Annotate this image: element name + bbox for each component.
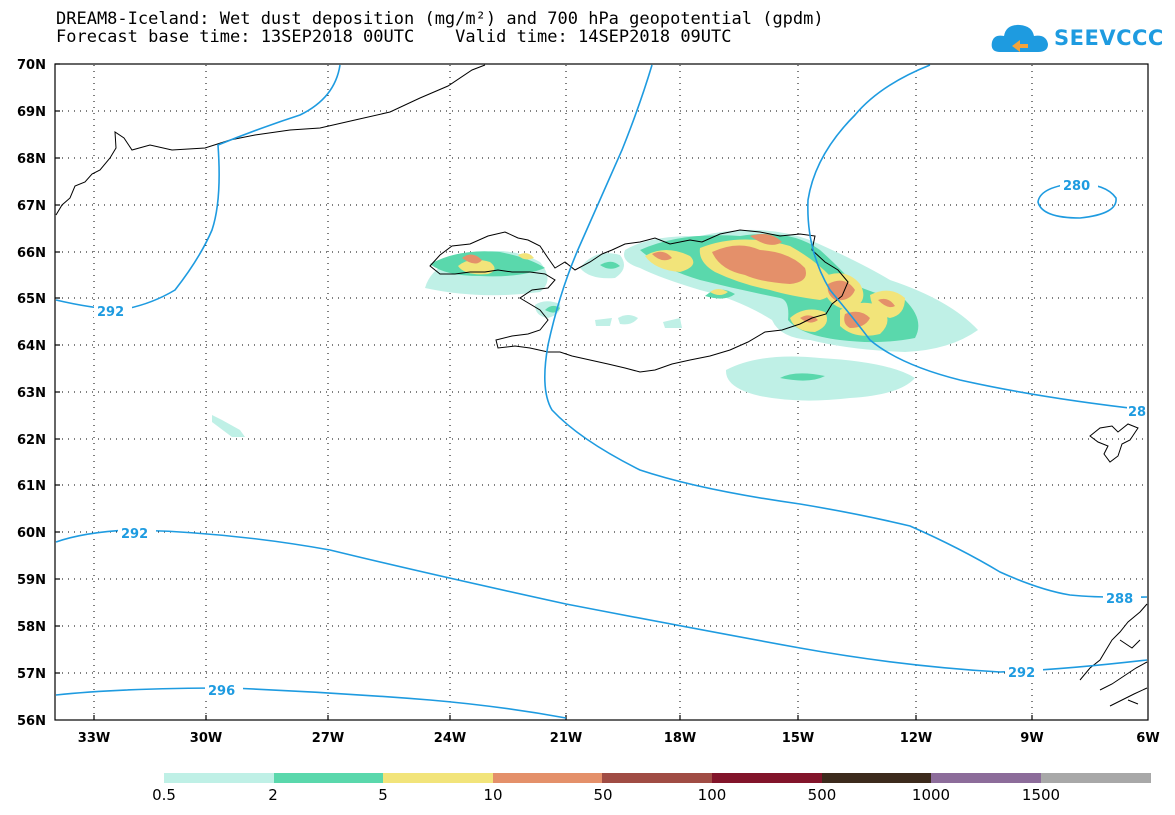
contour-label: 292 [97, 305, 124, 320]
lat-label: 67N [17, 199, 46, 214]
lat-label: 56N [17, 714, 46, 729]
lon-label: 21W [550, 731, 582, 746]
lat-label: 57N [17, 667, 46, 682]
lon-label: 9W [1020, 731, 1043, 746]
color-bar-segment [1041, 773, 1151, 783]
contour-label: 292 [1008, 666, 1035, 681]
color-bar-segment [493, 773, 603, 783]
map-subtitle: Forecast base time: 13SEP2018 00UTC Vali… [56, 27, 732, 47]
legend-label: 0.5 [152, 786, 176, 804]
legend-label: 1500 [1021, 786, 1061, 804]
contour-label: 280 [1063, 179, 1090, 194]
legend-label: 2 [268, 786, 278, 804]
contour-labels: 292 292 296 288 292 280 28 [94, 176, 1147, 699]
lon-label: 33W [78, 731, 110, 746]
contour-label: 296 [208, 684, 235, 699]
legend-label: 500 [807, 786, 837, 804]
lat-label: 58N [17, 620, 46, 635]
map-title: DREAM8-Iceland: Wet dust deposition (mg/… [56, 9, 824, 29]
legend-label: 50 [593, 786, 613, 804]
lat-label: 66N [17, 246, 46, 261]
color-bar-segment [822, 773, 932, 783]
lon-label: 15W [782, 731, 814, 746]
lon-label: 30W [190, 731, 222, 746]
iceland-coastline [429, 229, 849, 373]
color-bar-segment [931, 773, 1041, 783]
seevccc-logo: SEEVCCC [990, 18, 1164, 58]
contour-label: 28 [1128, 405, 1146, 420]
scotland-coastline [1079, 603, 1148, 707]
lon-label: 24W [434, 731, 466, 746]
lat-label: 70N [17, 58, 46, 73]
lat-label: 61N [17, 479, 46, 494]
lat-label: 62N [17, 433, 46, 448]
lat-label: 65N [17, 292, 46, 307]
logo-text: SEEVCCC [1054, 26, 1164, 50]
color-bar-segment [602, 773, 712, 783]
cloud-icon [991, 24, 1048, 52]
lat-label: 60N [17, 526, 46, 541]
geopotential-contours [55, 64, 1148, 719]
legend-label: 1000 [911, 786, 951, 804]
legend-label: 100 [697, 786, 727, 804]
lat-label: 68N [17, 152, 46, 167]
lat-label: 59N [17, 573, 46, 588]
color-bar-segment [164, 773, 274, 783]
legend-label: 10 [483, 786, 503, 804]
longitude-labels: 33W 30W 27W 24W 21W 18W 15W 12W 9W 6W [78, 731, 1160, 746]
dust-deposition-field [212, 229, 978, 437]
lat-label: 64N [17, 339, 46, 354]
contour-label: 288 [1106, 592, 1133, 607]
axis-ticks [55, 63, 1033, 720]
color-bar-segment [274, 773, 384, 783]
lat-label: 63N [17, 386, 46, 401]
color-bar-segment [712, 773, 822, 783]
color-bar-segment [383, 773, 493, 783]
latitude-labels: 70N 69N 68N 67N 66N 65N 64N 63N 62N 61N … [17, 58, 46, 729]
lon-label: 18W [664, 731, 696, 746]
graticule [56, 65, 1147, 719]
lon-label: 12W [900, 731, 932, 746]
greenland-coastline [55, 64, 486, 216]
lon-label: 27W [312, 731, 344, 746]
lat-label: 69N [17, 105, 46, 120]
faroe-coastline [1089, 423, 1139, 463]
contour-label: 292 [121, 527, 148, 542]
lon-label: 6W [1136, 731, 1159, 746]
legend-label: 5 [378, 786, 388, 804]
